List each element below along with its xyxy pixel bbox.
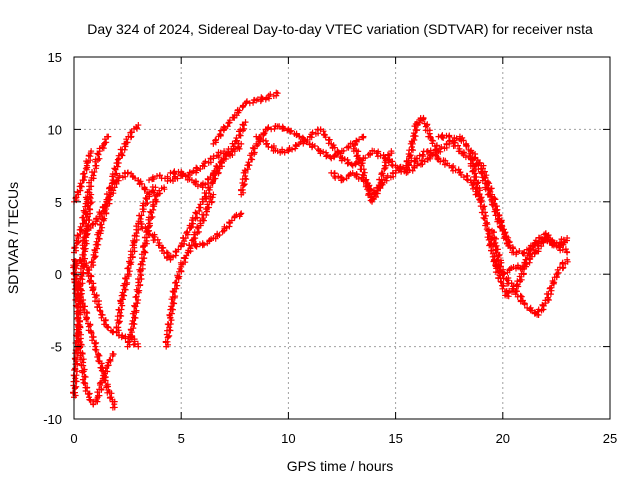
series-trail: [124, 185, 168, 348]
series-trail: [192, 211, 244, 250]
grid: [74, 57, 610, 419]
series-trail: [73, 256, 141, 348]
series-trail: [350, 142, 395, 204]
plot-frame: [73, 56, 611, 420]
x-tick-label: 0: [70, 431, 77, 446]
x-tick-label: 20: [496, 431, 510, 446]
series-track-8: [71, 256, 142, 350]
series-trail: [467, 156, 567, 300]
chart-title: Day 324 of 2024, Sidereal Day-to-day VTE…: [87, 21, 593, 37]
x-tick-label: 15: [388, 431, 402, 446]
y-tick-label: 15: [48, 50, 62, 65]
y-tick-label: 0: [55, 267, 62, 282]
series-track-23: [467, 155, 568, 300]
series-track-16: [210, 89, 281, 147]
series-trail: [492, 257, 571, 318]
data-point: [146, 177, 153, 184]
series-trail: [72, 150, 94, 204]
x-tick-label: 25: [603, 431, 617, 446]
series-track-20: [349, 140, 395, 205]
series-trail: [79, 124, 140, 247]
series-track-10: [124, 184, 168, 350]
y-tick-label: 10: [48, 122, 62, 137]
series-trail: [113, 184, 157, 334]
series-track-17: [238, 123, 367, 198]
y-tick-label: -5: [50, 340, 62, 355]
series-track-14: [167, 140, 245, 191]
series-trail: [212, 89, 280, 146]
y-axis-label: SDTVAR / TECUs: [5, 182, 21, 294]
x-tick-label: 5: [178, 431, 185, 446]
series-trail: [170, 140, 243, 190]
series-track-18: [253, 126, 442, 176]
series-trail: [71, 133, 111, 254]
axis-ticks: 0 5 10 15 20 25 -10 -5 0 5 10 15: [43, 50, 617, 446]
series-trail: [256, 126, 440, 176]
x-tick-label: 10: [281, 431, 295, 446]
series-track-25: [491, 256, 571, 318]
series-track-7: [79, 122, 142, 249]
y-tick-label: -10: [43, 412, 62, 427]
data-points: [70, 89, 571, 411]
x-axis-label: GPS time / hours: [287, 458, 394, 474]
series-track-9: [113, 184, 159, 336]
y-tick-label: 5: [55, 195, 62, 210]
series-track-15: [188, 210, 245, 250]
data-point: [238, 210, 245, 217]
